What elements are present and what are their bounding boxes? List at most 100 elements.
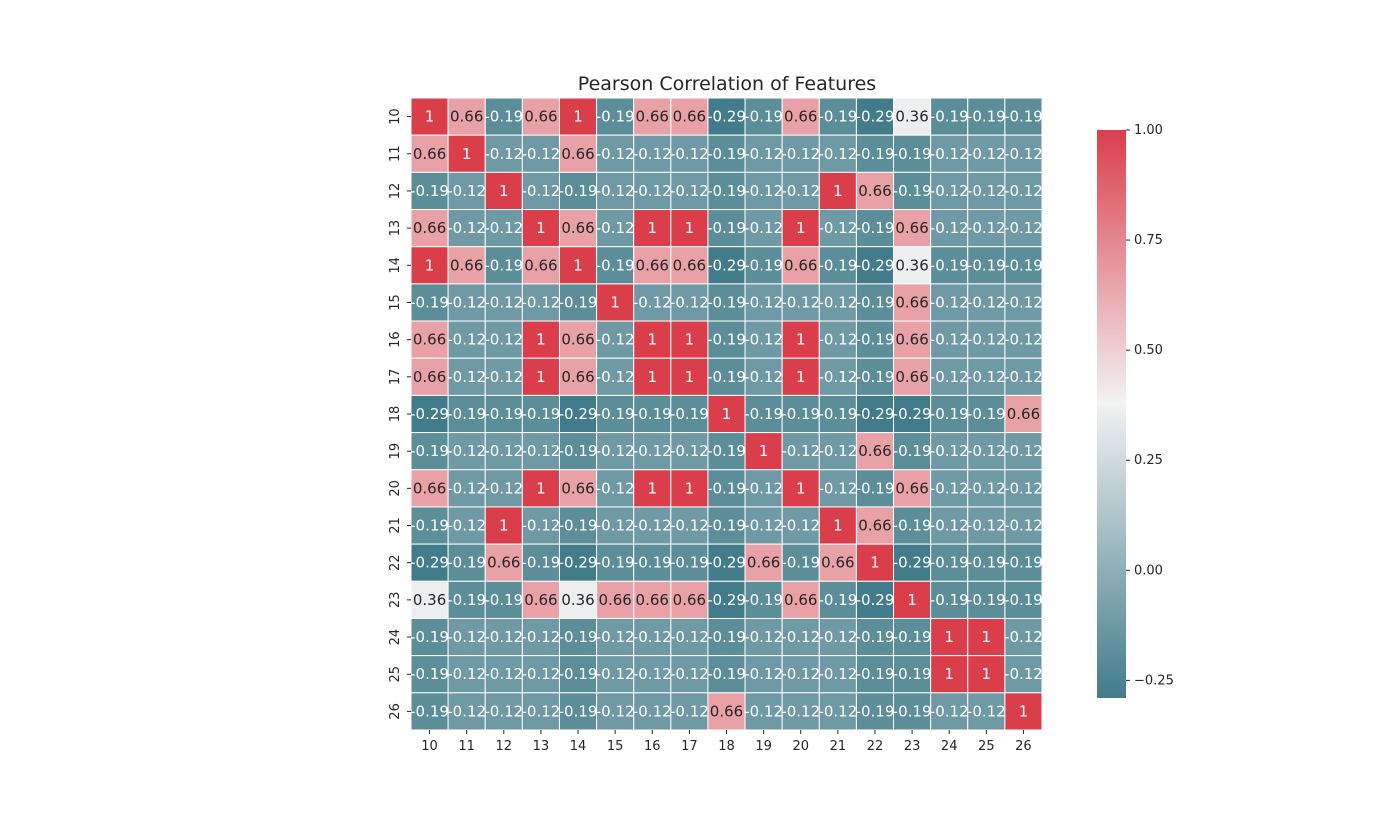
heatmap-cell — [521, 580, 560, 619]
cell-value-label: -0.19 — [781, 554, 820, 572]
cell-value-label: 1 — [907, 591, 917, 609]
cell-value-label: -0.12 — [967, 702, 1006, 720]
cell-value-label: -0.12 — [522, 702, 561, 720]
cell-value-label: 1 — [647, 479, 657, 497]
cell-value-label: -0.29 — [707, 256, 746, 274]
heatmap-cell — [596, 394, 635, 434]
heatmap-cell — [1004, 171, 1043, 211]
cell-value-label: -0.12 — [818, 628, 857, 646]
cell-value-label: -0.12 — [670, 293, 709, 311]
cell-value-label: -0.19 — [930, 256, 969, 274]
cell-value-label: -0.12 — [744, 331, 783, 349]
cell-value-label: -0.19 — [707, 368, 746, 386]
heatmap-cell — [818, 357, 857, 396]
cell-value-label: -0.12 — [484, 331, 523, 349]
heatmap-cell — [967, 320, 1006, 359]
heatmap-cell — [707, 617, 746, 657]
heatmap-cell — [670, 469, 709, 508]
cell-value-label: -0.19 — [707, 479, 746, 497]
heatmap-cell — [744, 246, 783, 285]
heatmap-cell — [447, 97, 486, 136]
cell-value-label: -0.12 — [744, 145, 783, 163]
cell-value-label: -0.19 — [818, 256, 857, 274]
heatmap-cell — [596, 692, 635, 731]
cell-value-label: -0.29 — [707, 591, 746, 609]
cell-value-label: -0.12 — [781, 665, 820, 683]
heatmap-cell — [707, 432, 746, 471]
cell-value-label: -0.19 — [410, 702, 449, 720]
cell-value-label: -0.19 — [633, 405, 672, 423]
cell-value-label: -0.19 — [410, 517, 449, 535]
cell-value-label: -0.12 — [967, 145, 1006, 163]
cell-value-label: -0.12 — [447, 368, 486, 386]
cell-value-label: -0.19 — [596, 256, 635, 274]
cell-value-label: -0.12 — [596, 219, 635, 237]
cell-value-label: 1 — [759, 442, 769, 460]
heatmap-cell — [447, 134, 486, 173]
cell-value-label: -0.19 — [484, 256, 523, 274]
heatmap-cell — [707, 469, 746, 508]
cell-value-label: -0.19 — [596, 554, 635, 572]
heatmap-cell — [1004, 209, 1043, 248]
cell-value-label: -0.12 — [967, 331, 1006, 349]
cell-value-label: -0.19 — [744, 108, 783, 126]
cell-value-label: -0.12 — [1004, 517, 1043, 535]
heatmap-cell — [596, 246, 635, 285]
cell-value-label: -0.12 — [447, 665, 486, 683]
heatmap-cell — [930, 506, 969, 545]
heatmap-cell — [744, 134, 783, 173]
cell-value-label: -0.19 — [484, 591, 523, 609]
heatmap-cell — [893, 320, 932, 359]
cell-value-label: 0.36 — [413, 591, 446, 609]
cell-value-label: -0.19 — [856, 628, 895, 646]
cell-value-label: -0.19 — [856, 368, 895, 386]
cell-value-label: 1 — [796, 479, 806, 497]
cell-value-label: 0.66 — [747, 554, 780, 572]
y-tick-label: 19 — [388, 443, 403, 460]
cell-value-label: 0.36 — [895, 108, 928, 126]
cell-value-label: -0.19 — [967, 405, 1006, 423]
x-axis-ticks: 10 11 12 13 14 15 16 17 18 19 20 21 22 23 24 25 26 — [421, 730, 1032, 754]
heatmap-cell — [633, 246, 672, 285]
heatmap-cell — [744, 357, 783, 396]
cell-value-label: 0.66 — [561, 331, 594, 349]
cell-value-label: -0.12 — [930, 293, 969, 311]
y-tick-label: 11 — [388, 145, 403, 162]
cell-value-label: -0.12 — [818, 219, 857, 237]
cell-value-label: -0.19 — [707, 331, 746, 349]
cell-value-label: -0.19 — [707, 665, 746, 683]
cell-value-label: -0.12 — [744, 628, 783, 646]
cell-value-label: -0.12 — [1004, 479, 1043, 497]
heatmap-cell — [781, 171, 820, 211]
heatmap-cell — [818, 506, 857, 545]
x-tick-label: 20 — [792, 739, 809, 754]
cell-value-label: -0.12 — [484, 702, 523, 720]
heatmap-cell — [744, 97, 783, 136]
heatmap-cell — [633, 432, 672, 471]
cell-value-label: -0.12 — [633, 702, 672, 720]
heatmap-cell — [670, 580, 709, 619]
cell-value-label: -0.19 — [744, 256, 783, 274]
cell-value-label: -0.12 — [744, 293, 783, 311]
heatmap-cell — [447, 655, 486, 694]
heatmap-cell — [670, 320, 709, 359]
cell-value-label: 0.66 — [561, 219, 594, 237]
heatmap-cell — [670, 432, 709, 471]
cell-value-label: -0.12 — [744, 665, 783, 683]
cell-value-label: 1 — [647, 219, 657, 237]
heatmap-cell — [670, 617, 709, 657]
cell-value-label: -0.19 — [893, 182, 932, 200]
heatmap-cell — [707, 506, 746, 545]
heatmap-cell — [707, 357, 746, 396]
x-tick-label: 12 — [496, 739, 513, 754]
cell-value-label: 1 — [870, 554, 880, 572]
heatmap-cell — [670, 543, 709, 582]
cell-value-label: 0.66 — [561, 368, 594, 386]
cell-value-label: -0.12 — [484, 293, 523, 311]
heatmap-cell — [1004, 283, 1043, 322]
heatmap-cell — [633, 543, 672, 582]
heatmap-cell — [521, 209, 560, 248]
cell-value-label: 0.66 — [784, 108, 817, 126]
cell-value-label: -0.29 — [856, 256, 895, 274]
cell-value-label: -0.12 — [930, 145, 969, 163]
